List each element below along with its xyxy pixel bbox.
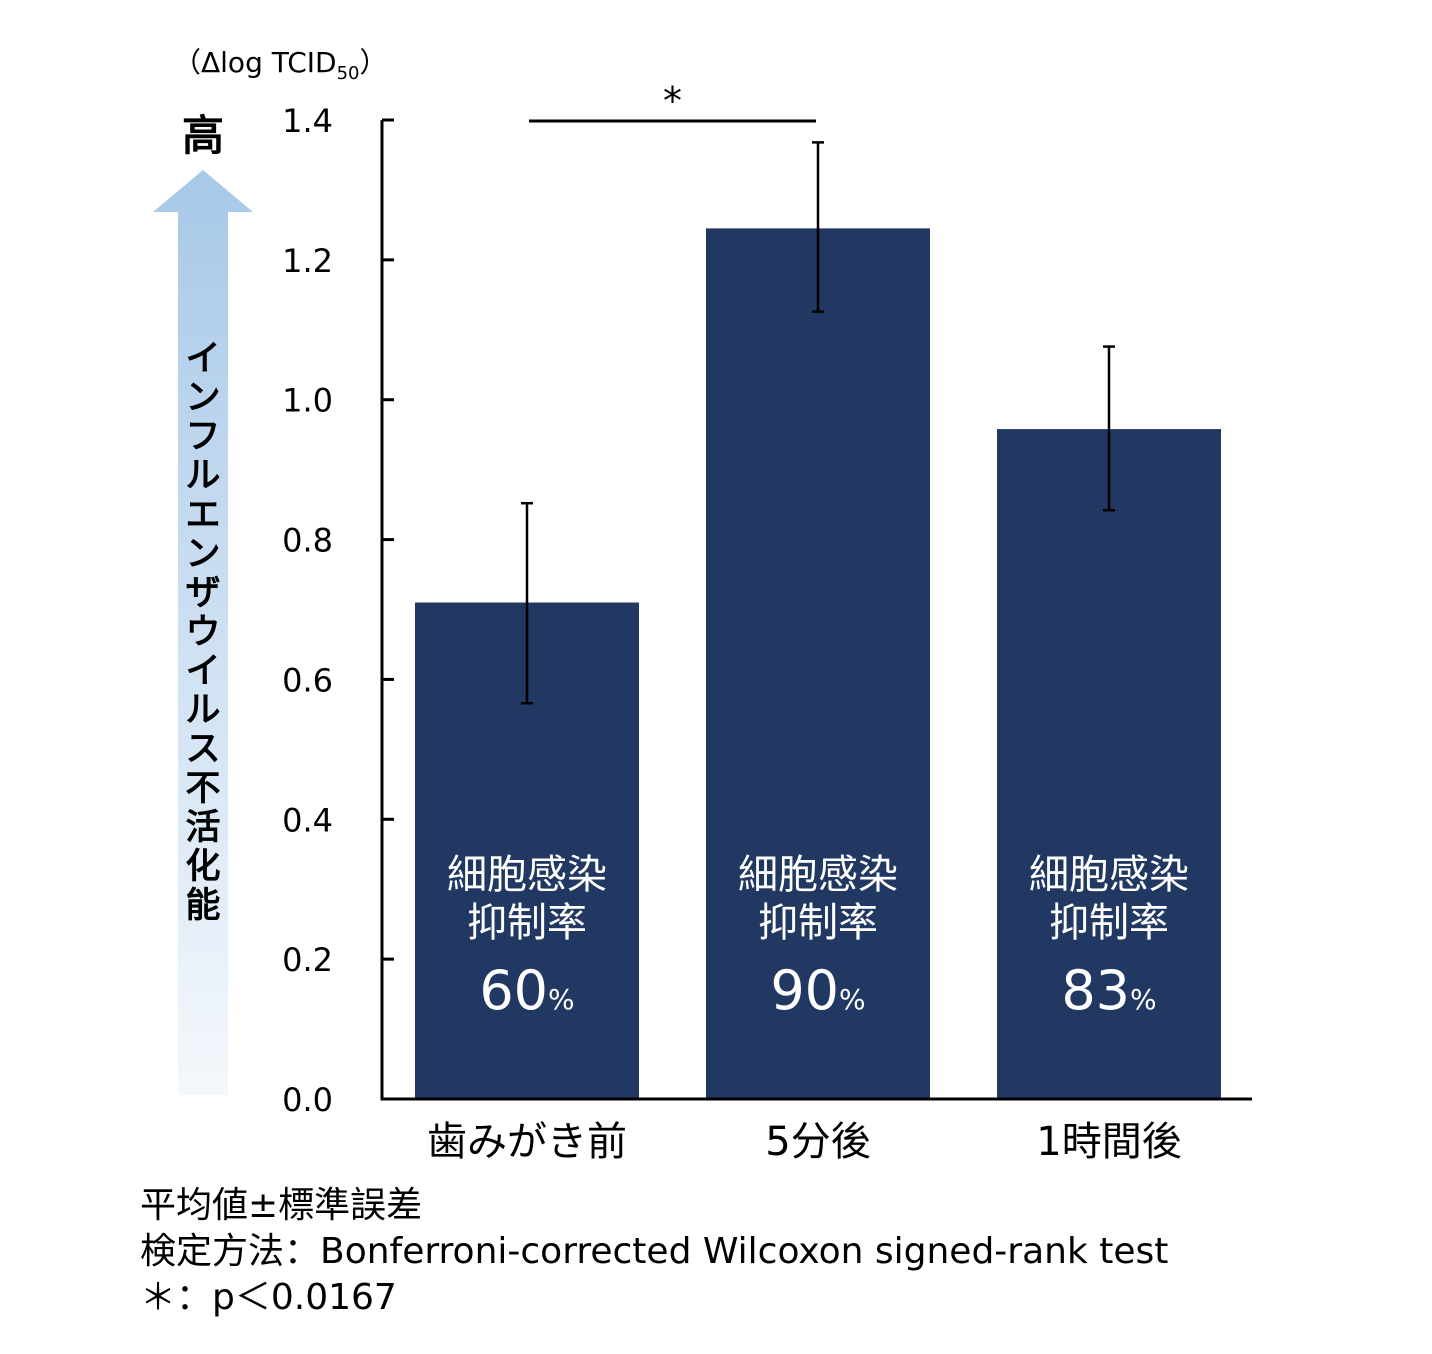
x-tick-label-1: 5分後 xyxy=(765,1119,870,1165)
y-tick-label-3: 0.6 xyxy=(282,661,333,699)
bar-label-line2-1: 抑制率 xyxy=(758,900,878,946)
y-axis-label-char-13: 化 xyxy=(185,847,220,887)
y-axis-label-char-5: ン xyxy=(185,534,220,574)
y-high-label: 高 xyxy=(182,111,224,160)
y-axis-label-char-4: エ xyxy=(185,495,220,535)
y-axis-label-char-14: 能 xyxy=(185,886,220,926)
y-tick-label-5: 1.0 xyxy=(282,382,333,420)
y-tick-label-2: 0.4 xyxy=(282,801,333,839)
bar-label-line1-0: 細胞感染 xyxy=(447,852,607,898)
y-axis-label-char-6: ザ xyxy=(185,573,220,613)
x-tick-label-2: 1時間後 xyxy=(1036,1119,1181,1165)
y-axis-label-char-10: ス xyxy=(185,730,220,770)
bar-label-line1-2: 細胞感染 xyxy=(1029,852,1189,898)
y-axis-label-char-2: フ xyxy=(185,417,220,457)
y-unit-subscript: 50 xyxy=(337,63,360,84)
bar-rate-value-2: 83 xyxy=(1061,959,1130,1022)
bar-label-line2-2: 抑制率 xyxy=(1049,900,1169,946)
bar-2 xyxy=(997,429,1221,1099)
x-tick-label-0: 歯みがき前 xyxy=(427,1119,627,1165)
y-axis-label-char-12: 活 xyxy=(185,808,220,848)
y-tick-label-4: 0.8 xyxy=(282,522,333,560)
footnote-error-type: 平均値±標準誤差 xyxy=(140,1185,423,1226)
y-axis-label-char-1: ン xyxy=(185,378,220,418)
y-tick-label-7: 1.4 xyxy=(282,102,333,140)
y-axis-label-char-7: ウ xyxy=(185,613,220,653)
y-axis-label-char-11: 不 xyxy=(185,769,220,809)
footnotes: 平均値±標準誤差 検定方法：Bonferroni-corrected Wilco… xyxy=(140,1183,1168,1321)
bar-rate-unit-1: % xyxy=(839,983,866,1016)
y-unit-label: （Δlog TCID50） xyxy=(173,46,388,84)
bar-1 xyxy=(706,228,930,1099)
y-axis-label-char-8: イ xyxy=(185,652,220,692)
bar-rate-0: 60% xyxy=(479,959,574,1022)
significance-mark: * xyxy=(663,79,682,123)
up-arrow-icon xyxy=(153,170,253,1095)
bar-rate-2: 83% xyxy=(1061,959,1156,1022)
bar-rate-unit-2: % xyxy=(1130,983,1157,1016)
bar-rate-unit-0: % xyxy=(548,983,575,1016)
footnote-test-method: 検定方法：Bonferroni-corrected Wilcoxon signe… xyxy=(140,1231,1169,1272)
bar-label-line1-1: 細胞感染 xyxy=(738,852,898,898)
bar-label-line2-0: 抑制率 xyxy=(467,900,587,946)
y-axis-label-char-9: ル xyxy=(185,691,220,731)
y-tick-label-6: 1.2 xyxy=(282,242,333,280)
y-unit-prefix: （Δlog TCID xyxy=(173,46,337,79)
bar-rate-1: 90% xyxy=(770,959,865,1022)
bar-rate-value-0: 60 xyxy=(479,959,548,1022)
bar-rate-value-1: 90 xyxy=(770,959,839,1022)
footnote-significance: ＊：p＜0.0167 xyxy=(140,1277,397,1318)
y-axis-label-char-0: イ xyxy=(185,339,220,379)
y-unit-suffix: ） xyxy=(359,46,387,79)
y-tick-label-1: 0.2 xyxy=(282,941,333,979)
y-axis-label-char-3: ル xyxy=(185,456,220,496)
y-tick-label-0: 0.0 xyxy=(282,1081,333,1119)
